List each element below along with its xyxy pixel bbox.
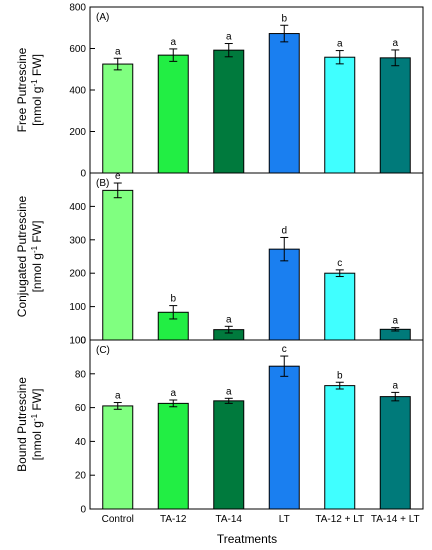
significance-letter: a [226, 314, 232, 325]
significance-letter: d [281, 225, 287, 236]
y-tick-label: 600 [69, 44, 86, 55]
y-tick-label: 200 [69, 127, 86, 138]
y-tick-label: 300 [69, 235, 86, 246]
significance-letter: b [281, 13, 287, 24]
significance-letter: c [337, 258, 342, 269]
significance-letter: a [337, 39, 343, 50]
x-axis-title: Treatments [217, 532, 277, 546]
y-tick-label: 0 [80, 169, 86, 180]
bar-6 [379, 396, 411, 510]
y-axis-title: Free Putrescine[nmol g-1 FW] [15, 47, 44, 132]
x-category-label: TA-12 [160, 514, 187, 525]
bar-4 [268, 365, 300, 510]
bar-3 [213, 400, 245, 510]
panel-1: 0 200 400 600 800 (A) a a a b a a Free Putrescine[nm… [15, 3, 424, 180]
y-tick-label: 20 [75, 471, 87, 482]
significance-letter: a [392, 38, 398, 49]
y-tick-label: 40 [75, 437, 87, 448]
significance-letter: b [170, 294, 176, 305]
significance-letter: a [392, 316, 398, 327]
significance-letter: a [226, 386, 232, 397]
x-category-label: TA-12 + LT [315, 514, 364, 525]
y-tick-label: 400 [69, 86, 86, 97]
bar-2 [157, 54, 189, 174]
x-category-label: LT [279, 514, 290, 525]
significance-letter: b [337, 370, 343, 381]
significance-letter: a [170, 388, 176, 399]
significance-letter: a [115, 46, 121, 57]
x-category-label: Control [102, 514, 134, 525]
x-category-label: TA-14 [216, 514, 243, 525]
y-tick-label: 60 [75, 403, 87, 414]
bar-4 [268, 248, 300, 341]
significance-letter: a [226, 32, 232, 43]
plot-frame [89, 339, 424, 510]
y-tick-label: 200 [69, 269, 86, 280]
panel-label: (C) [96, 345, 110, 356]
significance-letter: e [115, 171, 121, 182]
bar-1 [102, 405, 134, 510]
bar-5 [324, 272, 356, 341]
bar-5 [324, 385, 356, 510]
significance-letter: c [282, 344, 287, 355]
significance-letter: a [115, 391, 121, 402]
y-tick-label: 0 [80, 505, 86, 516]
y-axis-title: Conjugated Putrescine[nmol g-1 FW] [15, 195, 44, 317]
bar-5 [324, 56, 356, 174]
y-axis-title: Bound Putrescine[nmol g-1 FW] [15, 377, 44, 472]
significance-letter: a [170, 37, 176, 48]
bar-3 [213, 49, 245, 174]
y-tick-label: 0 [80, 336, 86, 347]
panel-label: (B) [96, 178, 109, 189]
x-category-label: TA-14 + LT [371, 514, 420, 525]
y-tick-label: 800 [69, 3, 86, 14]
panel-label: (A) [96, 12, 109, 23]
panel-3: 0 20 40 60 80 100 (C) a a a c b a Bound Putrescine[nm… [15, 336, 424, 516]
y-tick-label: 100 [69, 302, 86, 313]
bar-4 [268, 33, 300, 174]
bar-1 [102, 189, 134, 341]
bar-2 [157, 402, 189, 510]
y-tick-label: 100 [69, 336, 86, 347]
x-category-labels: Control TA-12 TA-14 LT TA-12 + LT TA-14 + LT [102, 514, 420, 525]
y-tick-label: 80 [75, 369, 87, 380]
plot-frame [89, 6, 424, 174]
bar-6 [379, 57, 411, 174]
y-tick-label: 400 [69, 202, 86, 213]
significance-letter: a [392, 380, 398, 391]
bar-1 [102, 63, 134, 174]
plot-frame [89, 172, 424, 341]
